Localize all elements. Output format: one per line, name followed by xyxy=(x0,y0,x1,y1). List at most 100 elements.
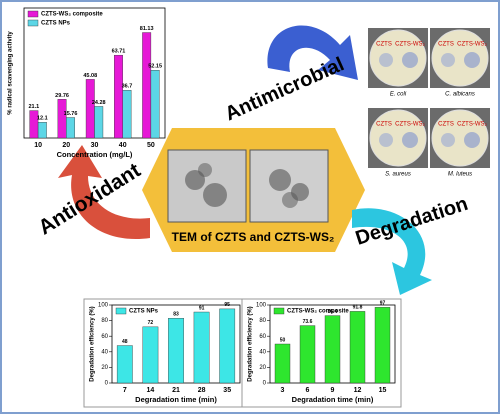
x-tick-label: 9 xyxy=(331,387,335,394)
bar xyxy=(122,90,132,139)
value-label: 97 xyxy=(380,301,386,307)
inhibition-zone xyxy=(402,132,418,148)
petri-sample-label: CZTS-WS₂ xyxy=(395,122,425,128)
value-label: 29.76 xyxy=(55,93,69,99)
legend-swatch xyxy=(27,19,39,27)
tem-caption: TEM of CZTS and CZTS-WS₂ xyxy=(172,230,335,244)
value-label: 45.08 xyxy=(83,73,97,79)
chart-panel xyxy=(241,298,402,408)
value-label: 91 xyxy=(199,305,205,311)
inhibition-zone xyxy=(464,52,480,68)
value-label: 86.4 xyxy=(328,309,338,315)
value-label: 72 xyxy=(148,320,154,326)
bar xyxy=(142,32,152,139)
tem-particles xyxy=(185,163,309,208)
y-tick-label: 40 xyxy=(101,349,108,355)
x-tick-label: 30 xyxy=(91,142,99,149)
legend-label: CZTS-WS₂ composite xyxy=(41,12,103,18)
x-axis-label: Degradation time (min) xyxy=(292,395,374,404)
petri-sample-label: CZTS-WS₂ xyxy=(395,42,425,48)
bar xyxy=(116,345,133,384)
bar xyxy=(374,307,391,384)
bar xyxy=(57,99,67,139)
petri-sample-label: CZTS-WS₂ xyxy=(457,122,487,128)
bar xyxy=(29,110,39,139)
inhibition-zone xyxy=(464,132,480,148)
bar xyxy=(66,117,75,139)
value-label: 52.15 xyxy=(148,64,162,70)
petri-sample-label: CZTS xyxy=(438,122,454,128)
x-tick-label: 3 xyxy=(281,387,285,394)
x-tick-label: 40 xyxy=(119,142,127,149)
inhibition-zone xyxy=(441,133,455,147)
arrow-degradation xyxy=(352,208,432,295)
value-label: 36.7 xyxy=(122,84,133,90)
y-tick-label: 60 xyxy=(259,334,266,340)
organism-label: M. luteus xyxy=(448,172,472,178)
bar xyxy=(349,311,366,384)
petri-sample-label: CZTS-WS₂ xyxy=(457,42,487,48)
value-label: 15.76 xyxy=(64,111,78,117)
bar xyxy=(193,311,210,384)
inhibition-zone xyxy=(402,52,418,68)
bar xyxy=(37,122,47,139)
bar xyxy=(168,318,184,384)
x-tick-label: 15 xyxy=(379,387,387,394)
x-tick-label: 35 xyxy=(223,387,231,394)
x-axis-label: Degradation time (min) xyxy=(135,395,217,404)
inhibition-zone xyxy=(379,53,393,67)
x-axis-label: Concentration (mg/L) xyxy=(57,150,133,159)
y-tick-label: 80 xyxy=(259,318,266,324)
value-label: 95 xyxy=(224,302,230,308)
x-tick-label: 12 xyxy=(354,387,362,394)
y-axis-label: Degradation efficiency (%) xyxy=(248,306,254,381)
bar xyxy=(85,79,95,139)
value-label: 24.28 xyxy=(92,100,106,106)
tem-image-2 xyxy=(249,149,329,223)
bar xyxy=(299,325,316,384)
y-tick-label: 100 xyxy=(256,303,267,309)
y-axis-label: % radical scavenging activity xyxy=(8,31,14,115)
legend-swatch xyxy=(27,10,39,18)
value-label: 83 xyxy=(173,312,179,318)
bar xyxy=(324,315,341,384)
y-tick-label: 60 xyxy=(101,334,108,340)
x-tick-label: 10 xyxy=(34,142,42,149)
y-tick-label: 80 xyxy=(101,318,108,324)
legend-label: CZTS NPs xyxy=(129,309,159,315)
petri-dish xyxy=(431,109,489,167)
organism-label: S. aureus xyxy=(385,172,411,178)
value-label: 91.8 xyxy=(353,305,363,311)
legend-swatch xyxy=(273,307,285,315)
petri-dish xyxy=(369,29,427,87)
organism-label: C. albicans xyxy=(445,92,475,98)
chart-panel xyxy=(83,298,247,408)
x-tick-label: 6 xyxy=(306,387,310,394)
bar xyxy=(94,106,104,139)
arrow-antimicrobial xyxy=(267,25,358,80)
value-label: 12.1 xyxy=(37,116,48,122)
value-label: 21.1 xyxy=(29,104,40,110)
legend-label: CZTS-WS₂ composite xyxy=(287,309,349,315)
bar xyxy=(219,308,236,384)
x-tick-label: 14 xyxy=(147,387,155,394)
bar xyxy=(150,70,160,139)
value-label: 81.13 xyxy=(140,26,154,32)
y-tick-label: 20 xyxy=(259,365,266,371)
x-tick-label: 20 xyxy=(62,142,70,149)
petri-dish xyxy=(431,29,489,87)
value-label: 73.6 xyxy=(303,319,313,325)
petri-sample-label: CZTS xyxy=(438,42,454,48)
x-tick-label: 50 xyxy=(147,142,155,149)
petri-dish xyxy=(369,109,427,167)
x-tick-label: 7 xyxy=(123,387,127,394)
value-label: 50 xyxy=(280,337,286,343)
y-tick-label: 20 xyxy=(101,365,108,371)
bar xyxy=(142,326,159,384)
y-axis-label: Degradation efficiency (%) xyxy=(90,306,96,381)
y-tick-label: 40 xyxy=(259,349,266,355)
petri-sample-label: CZTS xyxy=(376,122,392,128)
x-tick-label: 21 xyxy=(172,387,180,394)
y-tick-label: 0 xyxy=(105,381,109,387)
